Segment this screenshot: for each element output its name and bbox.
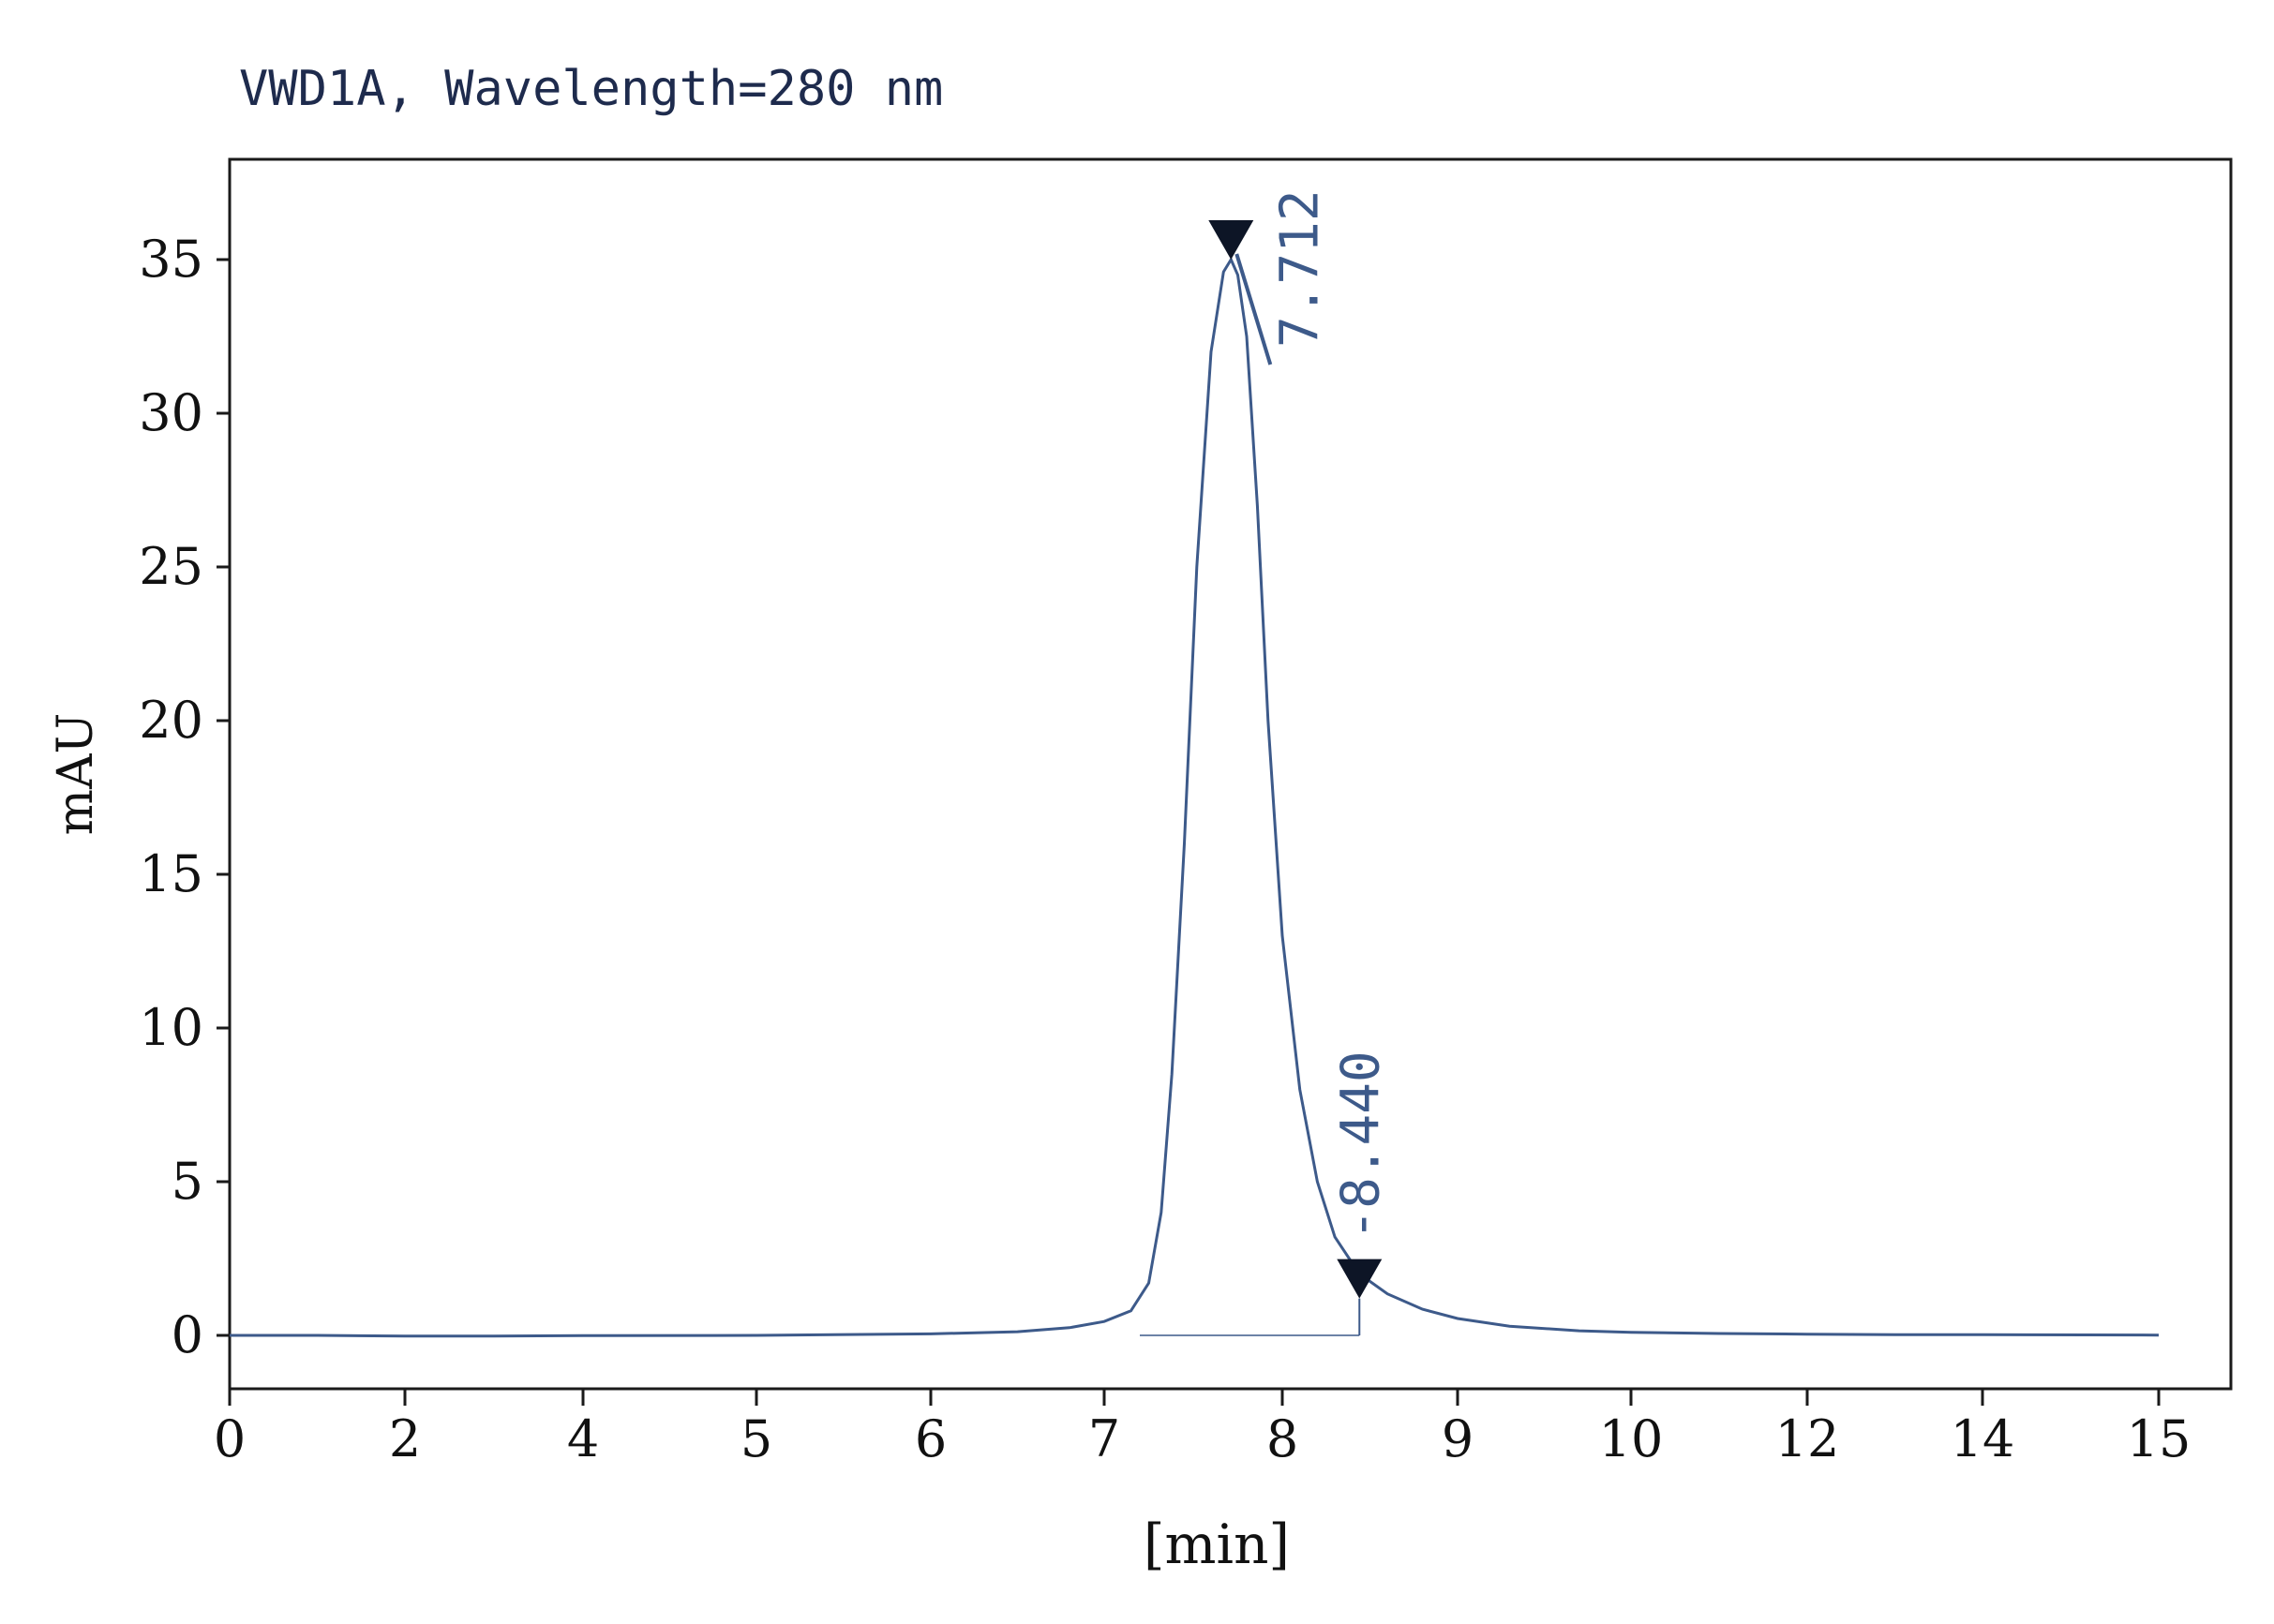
y-tick-label: 0 — [172, 1305, 203, 1364]
peak-label: -8.440 — [1330, 1050, 1391, 1240]
x-tick-label: 5 — [741, 1409, 772, 1468]
peak-label: 7.712 — [1269, 189, 1330, 348]
x-tick-label: 6 — [915, 1409, 947, 1468]
y-tick-label: 30 — [139, 383, 203, 442]
y-tick-label: 10 — [139, 998, 203, 1057]
x-tick-label: 7 — [1088, 1409, 1120, 1468]
y-tick-label: 15 — [139, 844, 203, 903]
x-tick-label: 9 — [1442, 1409, 1474, 1468]
peak-marker-1: -8.440 — [1330, 1050, 1391, 1335]
y-axis: 0 5 10 15 20 25 30 35 — [139, 230, 230, 1364]
y-tick-label: 20 — [139, 691, 203, 750]
y-tick-label: 25 — [139, 537, 203, 596]
chromatogram-trace — [230, 256, 2160, 1338]
peak-triangle — [1337, 1259, 1383, 1299]
x-tick-label: 15 — [2127, 1409, 2192, 1468]
peak-marker-0: 7.712 — [1208, 189, 1330, 365]
x-axis: 0 2 4 5 6 7 8 9 10 12 14 15 — [214, 1389, 2192, 1468]
y-axis-label: mAU — [48, 713, 104, 836]
x-tick-label: 10 — [1599, 1409, 1664, 1468]
plot-frame — [228, 157, 2233, 1391]
y-tick-label: 35 — [139, 230, 203, 289]
x-tick-label: 14 — [1951, 1409, 2015, 1468]
x-tick-label: 12 — [1775, 1409, 1840, 1468]
y-tick-label: 5 — [172, 1152, 203, 1211]
x-tick-label: 0 — [214, 1409, 246, 1468]
peak-annotations: 7.712 -8.440 — [1208, 189, 1391, 1335]
chart-title: VWD1A, Wavelength=280 nm — [239, 61, 943, 117]
x-tick-label: 2 — [389, 1409, 421, 1468]
x-tick-label: 8 — [1266, 1409, 1298, 1468]
peak-tick-line — [1234, 253, 1273, 365]
x-axis-label: [min] — [1144, 1512, 1290, 1576]
x-tick-label: 4 — [567, 1409, 599, 1468]
peak-triangle — [1208, 220, 1254, 260]
